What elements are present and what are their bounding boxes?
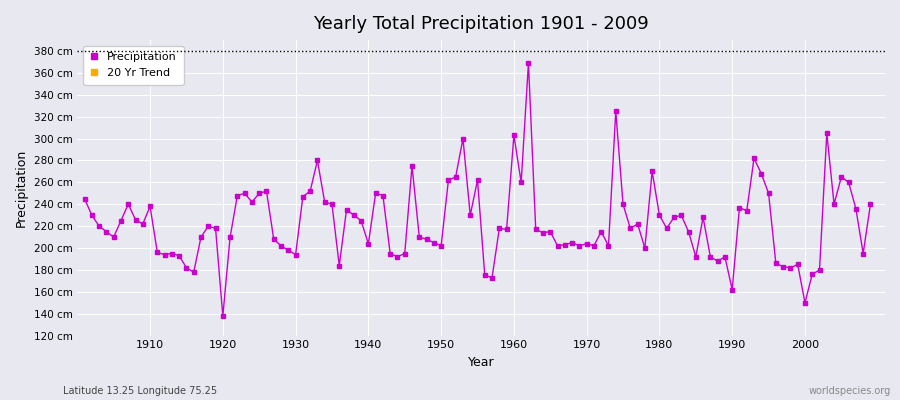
Text: Latitude 13.25 Longitude 75.25: Latitude 13.25 Longitude 75.25 (63, 386, 217, 396)
X-axis label: Year: Year (468, 356, 494, 369)
Text: worldspecies.org: worldspecies.org (809, 386, 891, 396)
Title: Yearly Total Precipitation 1901 - 2009: Yearly Total Precipitation 1901 - 2009 (313, 15, 649, 33)
Y-axis label: Precipitation: Precipitation (15, 149, 28, 227)
Legend: Precipitation, 20 Yr Trend: Precipitation, 20 Yr Trend (83, 46, 184, 85)
